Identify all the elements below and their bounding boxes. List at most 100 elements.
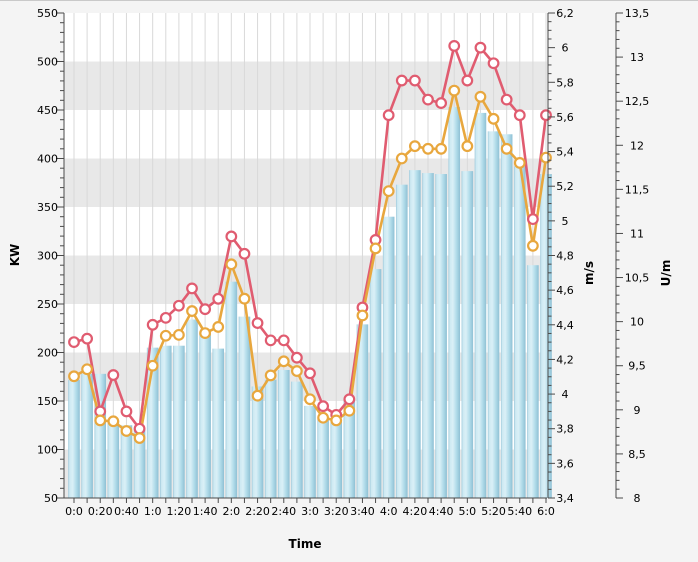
power-bar[interactable] [199, 333, 211, 498]
red-line-marker[interactable] [238, 247, 251, 260]
red-line-marker[interactable] [290, 351, 303, 364]
power-bar[interactable] [186, 319, 198, 498]
power-bar[interactable] [369, 269, 382, 498]
red-line-marker[interactable] [277, 334, 290, 347]
orange-line-marker[interactable] [264, 369, 277, 382]
power-bar[interactable] [409, 170, 421, 498]
power-bar[interactable] [238, 316, 251, 498]
power-bar[interactable] [343, 401, 356, 498]
power-bar[interactable] [395, 184, 408, 498]
red-line-marker[interactable] [225, 230, 238, 243]
red-line-marker[interactable] [448, 40, 461, 52]
power-bar[interactable] [225, 281, 238, 498]
orange-line-marker[interactable] [159, 329, 172, 342]
orange-line-marker[interactable] [317, 411, 330, 424]
orange-line-marker[interactable] [277, 355, 290, 368]
power-bar[interactable] [448, 107, 461, 498]
orange-line-marker[interactable] [382, 185, 395, 198]
power-bar[interactable] [291, 381, 303, 498]
red-line-marker[interactable] [159, 311, 172, 324]
power-bar[interactable] [317, 419, 329, 498]
red-line-marker[interactable] [343, 393, 356, 406]
orange-line-marker[interactable] [356, 309, 369, 322]
orange-line-marker[interactable] [94, 414, 107, 427]
orange-line-marker[interactable] [474, 90, 487, 103]
orange-line-marker[interactable] [500, 142, 513, 155]
orange-line-marker[interactable] [133, 432, 146, 444]
power-bar[interactable] [120, 425, 133, 498]
red-line-marker[interactable] [395, 74, 408, 87]
red-line-marker[interactable] [408, 74, 421, 87]
red-line-marker[interactable] [251, 317, 264, 329]
orange-line-marker[interactable] [107, 415, 120, 428]
orange-line-marker[interactable] [461, 140, 474, 153]
red-line-marker[interactable] [500, 93, 513, 106]
power-bar[interactable] [212, 348, 225, 498]
orange-line-marker[interactable] [120, 425, 133, 437]
power-bar[interactable] [500, 134, 513, 498]
orange-line-marker[interactable] [408, 140, 421, 153]
red-line-marker[interactable] [68, 336, 80, 349]
orange-line-marker[interactable] [422, 142, 434, 155]
orange-line-marker[interactable] [330, 414, 343, 427]
red-line-marker[interactable] [133, 422, 146, 435]
red-line-marker[interactable] [382, 109, 395, 122]
power-bar[interactable] [264, 379, 277, 498]
orange-line-marker[interactable] [225, 258, 238, 271]
orange-line-marker[interactable] [513, 157, 526, 169]
orange-line-marker[interactable] [304, 393, 316, 406]
red-line-marker[interactable] [81, 332, 94, 345]
orange-line-marker[interactable] [526, 239, 539, 252]
power-bar[interactable] [304, 405, 316, 498]
red-line-marker[interactable] [304, 367, 316, 380]
red-line-marker[interactable] [422, 93, 434, 106]
power-bar[interactable] [146, 347, 159, 498]
power-bar[interactable] [461, 171, 474, 499]
power-bar[interactable] [133, 428, 146, 498]
orange-line-marker[interactable] [212, 321, 225, 333]
orange-line-marker[interactable] [68, 370, 80, 383]
power-bar[interactable] [251, 386, 264, 498]
red-line-marker[interactable] [172, 299, 185, 312]
orange-line-marker[interactable] [343, 404, 356, 417]
orange-line-marker[interactable] [146, 359, 159, 372]
power-bar[interactable] [159, 345, 172, 498]
power-bar[interactable] [382, 216, 395, 498]
red-line-marker[interactable] [186, 282, 198, 295]
red-line-marker[interactable] [540, 109, 552, 122]
power-bar[interactable] [277, 369, 290, 498]
power-bar[interactable] [107, 420, 120, 498]
orange-line-marker[interactable] [172, 328, 185, 341]
red-line-marker[interactable] [199, 303, 212, 316]
orange-line-marker[interactable] [540, 151, 552, 164]
power-bar[interactable] [330, 421, 343, 498]
orange-line-marker[interactable] [199, 327, 212, 340]
red-line-marker[interactable] [107, 369, 120, 381]
red-line-marker[interactable] [513, 109, 526, 122]
red-line-marker[interactable] [487, 57, 500, 70]
power-bar[interactable] [513, 166, 526, 498]
orange-line-marker[interactable] [369, 242, 382, 255]
orange-line-marker[interactable] [448, 84, 461, 97]
red-line-marker[interactable] [212, 292, 225, 305]
orange-line-marker[interactable] [81, 363, 94, 376]
power-bar[interactable] [435, 174, 447, 498]
power-bar[interactable] [356, 324, 369, 498]
red-line-marker[interactable] [474, 41, 487, 54]
red-line-marker[interactable] [461, 74, 474, 87]
orange-line-marker[interactable] [435, 142, 448, 155]
orange-line-marker[interactable] [186, 305, 198, 317]
red-line-marker[interactable] [317, 400, 330, 413]
power-bar[interactable] [68, 379, 80, 498]
power-bar[interactable] [527, 265, 539, 498]
red-line-marker[interactable] [146, 318, 159, 331]
power-bar[interactable] [81, 373, 93, 498]
power-bar[interactable] [540, 174, 552, 498]
power-bar[interactable] [487, 131, 500, 498]
orange-line-marker[interactable] [251, 389, 264, 402]
red-line-marker[interactable] [526, 213, 539, 226]
red-line-marker[interactable] [264, 334, 277, 347]
orange-line-marker[interactable] [395, 152, 408, 165]
power-bar[interactable] [94, 373, 107, 498]
red-line-marker[interactable] [435, 97, 448, 109]
